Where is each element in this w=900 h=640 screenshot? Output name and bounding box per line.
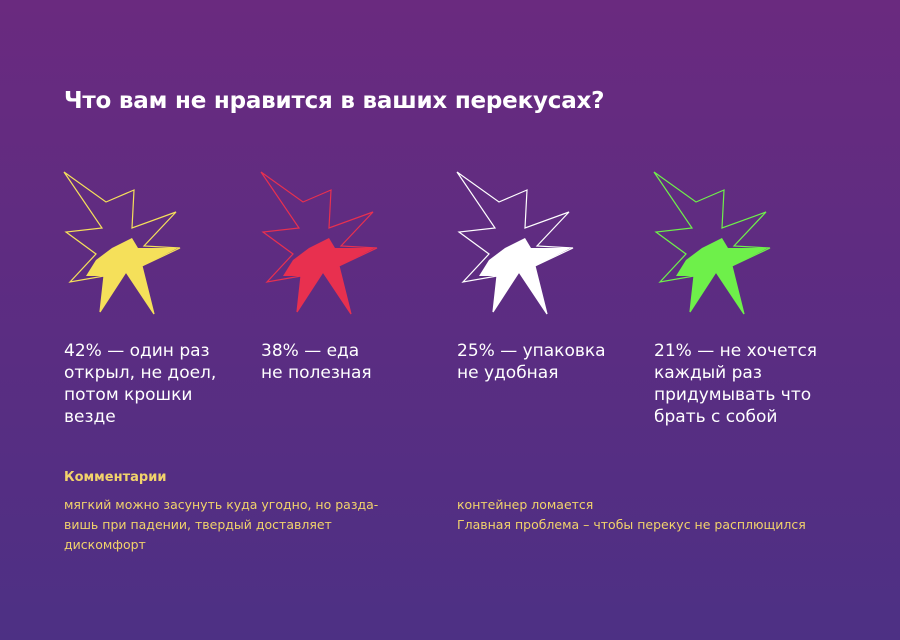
stat-text-1: 42% — один раз открыл, не доел, потом кр…: [64, 341, 217, 427]
burst-icon-green: [652, 168, 782, 318]
burst-fill: [283, 238, 375, 314]
burst-fill: [86, 238, 178, 314]
comment-right: контейнер ломается Главная проблема – чт…: [457, 497, 806, 532]
stat-text-2: 38% — еда не полезная: [261, 341, 372, 383]
comments-title: Комментарии: [64, 470, 167, 485]
comment-left: мягкий можно засунуть куда угодно, но ра…: [64, 497, 379, 552]
burst-fill: [479, 238, 571, 314]
burst-fill: [676, 238, 768, 314]
burst-icon-white: [455, 168, 585, 318]
burst-icon-red: [259, 168, 389, 318]
stat-text-3: 25% — упаковка не удобная: [457, 341, 606, 383]
burst-icon-yellow: [62, 168, 192, 318]
stat-text-4: 21% — не хочется каждый раз придумывать …: [654, 341, 818, 427]
page-title: Что вам не нравится в ваших перекусах?: [64, 88, 605, 114]
